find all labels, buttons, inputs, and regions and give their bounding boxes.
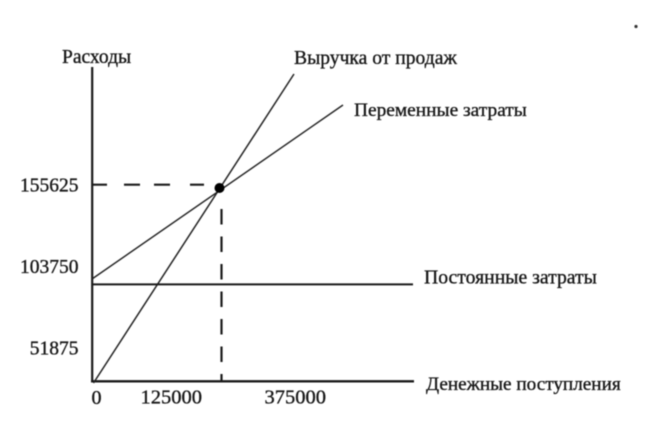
svg-text:375000: 375000	[265, 387, 327, 409]
svg-text:51875: 51875	[30, 338, 79, 359]
svg-text:Постоянные затраты: Постоянные затраты	[424, 267, 597, 289]
svg-text:Выручка от продаж: Выручка от продаж	[294, 48, 457, 69]
svg-text:103750: 103750	[20, 257, 79, 278]
svg-text:Переменные затраты: Переменные затраты	[354, 100, 527, 121]
svg-text:155625: 155625	[20, 176, 79, 197]
svg-text:125000: 125000	[141, 387, 203, 409]
svg-text:0: 0	[92, 387, 102, 409]
svg-text:Денежные поступления: Денежные поступления	[426, 374, 621, 395]
svg-text:Расходы: Расходы	[62, 47, 131, 68]
